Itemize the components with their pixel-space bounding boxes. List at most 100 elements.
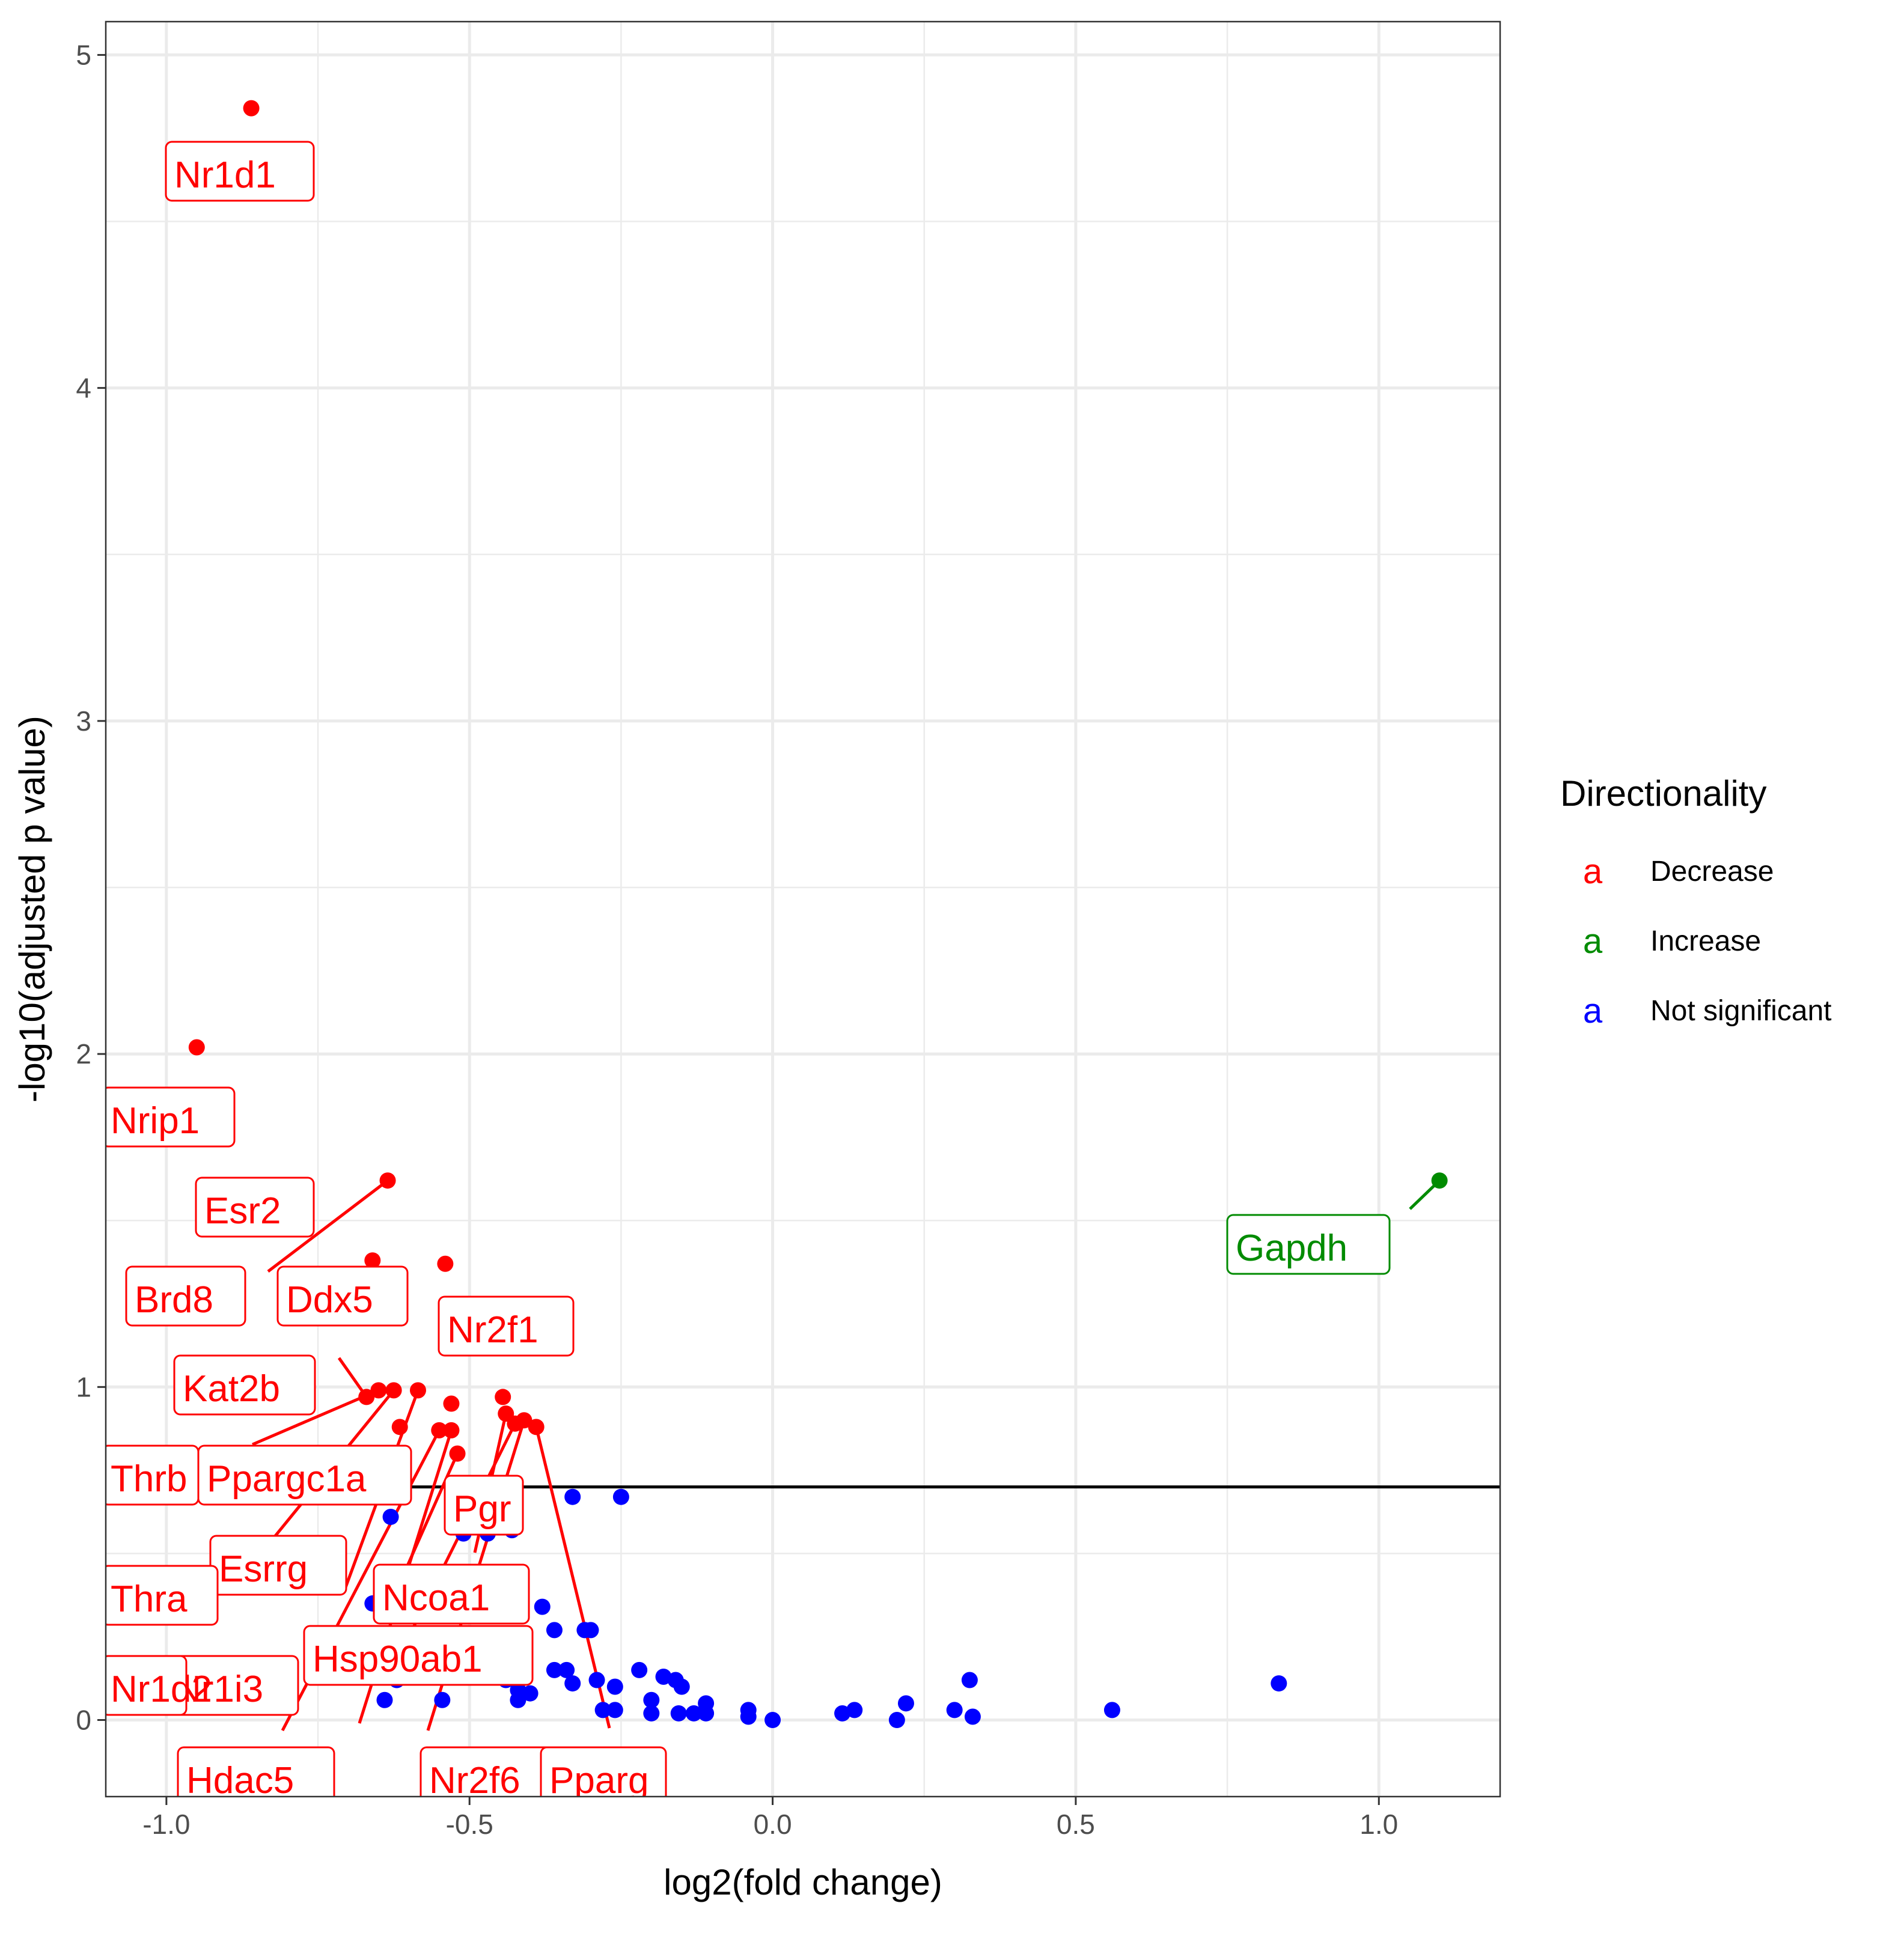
grid-lines xyxy=(106,22,1500,1797)
point-not-significant xyxy=(612,1488,629,1505)
gene-labels: Nr1d1 Nrip1 Esr2 Brd8 Ddx5 Kat2b Thrb Ppargc1a E… xyxy=(106,141,1391,1801)
point-not-significant xyxy=(582,1622,599,1639)
point-not-significant xyxy=(434,1691,451,1708)
label-connector-ncoa1 xyxy=(404,1453,459,1569)
point-not-significant xyxy=(522,1685,539,1702)
point-not-significant xyxy=(961,1672,978,1688)
gene-label-text: Ddx5 xyxy=(286,1279,373,1321)
legend-item-decrease: a Decrease xyxy=(1583,852,1774,891)
gene-label-pgr: Pgr xyxy=(444,1475,524,1536)
gene-label-text: Nrip1 xyxy=(111,1100,200,1142)
point-not-significant xyxy=(558,1661,575,1678)
x-tick-label: 0.0 xyxy=(754,1809,792,1840)
point-not-significant xyxy=(546,1622,563,1639)
point-not-significant xyxy=(534,1598,551,1615)
legend-key-decrease: a xyxy=(1583,852,1603,891)
gene-label-hdac5: Hdac5 xyxy=(177,1746,335,1801)
gene-label-text: Pparg xyxy=(549,1760,648,1801)
point-esr2 xyxy=(379,1172,396,1189)
gene-label-box xyxy=(125,1265,246,1327)
gene-label-esrrg: Esrrg xyxy=(209,1535,347,1596)
label-connector-thrb xyxy=(252,1389,379,1446)
x-tick-label: 0.5 xyxy=(1057,1809,1095,1840)
point-not-significant xyxy=(946,1702,963,1718)
point-not-significant xyxy=(631,1661,648,1678)
point-brd8 xyxy=(364,1252,381,1269)
x-tick-label: -0.5 xyxy=(446,1809,493,1840)
legend-label-not-significant: Not significant xyxy=(1650,995,1831,1027)
gene-label-text: Nr2f6 xyxy=(429,1760,520,1801)
y-tick-label: 5 xyxy=(76,39,91,70)
point-hdac5 xyxy=(443,1422,460,1438)
point-not-significant xyxy=(698,1705,715,1721)
gene-label-box xyxy=(165,141,315,202)
x-tick-label: -1.0 xyxy=(142,1809,190,1840)
point-ppargc1a xyxy=(385,1382,402,1399)
point-not-significant xyxy=(685,1705,702,1721)
y-axis-title: -log10(adjusted p value) xyxy=(12,716,52,1103)
gene-label-box xyxy=(106,1086,236,1148)
gene-label-text: Nr1i3 xyxy=(174,1669,263,1710)
gene-label-text: Nr1d1 xyxy=(174,154,276,196)
point-not-significant xyxy=(606,1678,623,1695)
point-nr1i3 xyxy=(431,1422,448,1438)
gene-label-ncoa1: Ncoa1 xyxy=(373,1563,530,1625)
gene-label-box xyxy=(373,1563,530,1625)
point-not-significant xyxy=(564,1675,581,1692)
gene-label-box xyxy=(303,1625,534,1686)
gene-label-text: Gapdh xyxy=(1236,1228,1347,1269)
gene-label-esr2: Esr2 xyxy=(195,1177,315,1238)
y-tick-label: 4 xyxy=(76,373,91,404)
point-not-significant xyxy=(964,1708,981,1725)
gene-label-box xyxy=(195,1177,315,1238)
gene-label-box xyxy=(276,1265,409,1327)
panel-border xyxy=(105,20,1501,1798)
legend: Directionality a Decrease a Increase a N… xyxy=(1560,773,1831,1030)
y-tick-label: 1 xyxy=(76,1371,91,1402)
gene-label-text: Nr1d2 xyxy=(111,1669,212,1710)
gene-label-brd8: Brd8 xyxy=(125,1265,246,1327)
gene-label-box xyxy=(540,1746,667,1797)
gene-label-text: Esr2 xyxy=(204,1190,281,1232)
y-tick-label: 2 xyxy=(76,1038,91,1070)
legend-item-increase: a Increase xyxy=(1583,922,1761,961)
gene-label-text: Thra xyxy=(111,1578,188,1620)
gene-label-nr1i3: Nr1i3 xyxy=(165,1655,299,1716)
legend-label-decrease: Decrease xyxy=(1650,856,1774,887)
gene-label-thra: Thra xyxy=(106,1565,219,1626)
point-not-significant xyxy=(588,1672,605,1688)
point-not-significant xyxy=(670,1705,687,1721)
x-tick-label: 1.0 xyxy=(1359,1809,1398,1840)
gene-label-text: Ncoa1 xyxy=(382,1577,490,1619)
legend-key-increase: a xyxy=(1583,922,1603,961)
gene-label-nr2f1: Nr2f1 xyxy=(438,1295,575,1357)
point-nr1d2 xyxy=(443,1395,460,1412)
legend-title: Directionality xyxy=(1560,773,1766,814)
gene-label-box xyxy=(197,1444,412,1506)
point-not-significant xyxy=(740,1708,757,1725)
gene-label-box xyxy=(444,1475,524,1536)
point-gapdh xyxy=(1431,1172,1448,1189)
point-ncoa1 xyxy=(449,1445,466,1462)
gene-label-box xyxy=(1226,1214,1391,1275)
point-not-significant xyxy=(764,1712,781,1729)
point-kat2b xyxy=(358,1389,375,1405)
gene-label-thrb: Thrb xyxy=(106,1444,200,1506)
point-not-significant xyxy=(510,1691,526,1708)
point-not-significant xyxy=(594,1702,611,1718)
point-not-significant xyxy=(382,1508,399,1525)
point-thrb xyxy=(370,1382,387,1399)
point-not-significant xyxy=(1271,1675,1287,1692)
gene-label-text: Hdac5 xyxy=(186,1760,294,1801)
gene-label-text: Pgr xyxy=(453,1488,511,1530)
point-not-significant xyxy=(643,1705,660,1721)
x-axis: -1.0 -0.5 0.0 0.5 1.0 xyxy=(142,1797,1398,1840)
gene-label-gapdh: Gapdh xyxy=(1226,1214,1391,1275)
gene-label-text: Thrb xyxy=(111,1458,187,1500)
point-not-significant xyxy=(546,1661,563,1678)
gene-label-box xyxy=(106,1565,219,1626)
point-not-significant xyxy=(673,1678,690,1695)
legend-key-not-significant: a xyxy=(1583,991,1603,1030)
gene-label-box xyxy=(173,1354,316,1416)
